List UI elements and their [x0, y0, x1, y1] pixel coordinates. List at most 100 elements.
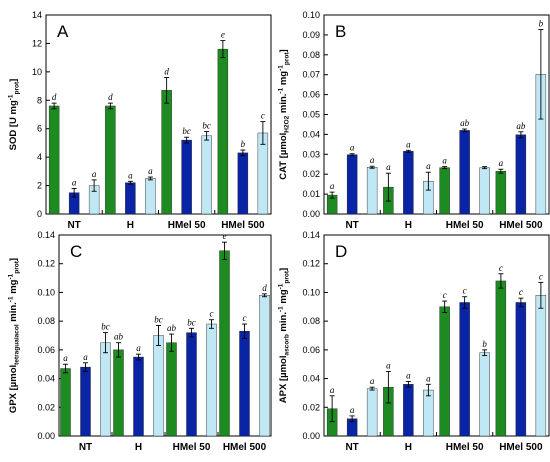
panel-b-bar-s1-hmel-500	[495, 171, 507, 215]
panel-b-sig-letter: a	[442, 156, 447, 166]
panel-b-y-axis-label-part: CAT [µmol	[278, 133, 289, 180]
panel-b-bar-s3-hmel-50	[479, 167, 490, 215]
panel-c-sig-letter: ab	[167, 323, 177, 333]
panel-d-y-axis-label-part: mg	[278, 289, 289, 306]
panel-c-bar-s1-h	[113, 349, 124, 437]
panel-d-sig-letter: a	[406, 370, 411, 380]
panel-d-y-axis-label-part: ]	[278, 268, 289, 271]
panel-d-sig-letter: c	[443, 290, 447, 300]
panel-b-y-axis-label-part: -1	[278, 65, 285, 71]
panel-a-ytick-label: 2	[37, 181, 42, 191]
panel-a-ytick-label: 4	[37, 152, 42, 162]
panel-d-sig-letter: b	[482, 339, 487, 349]
panel-a-bar-s1-hmel-50	[161, 90, 172, 215]
panel-c-bar-s3-nt	[100, 342, 111, 437]
panel-b-letter: B	[335, 22, 346, 41]
panel-c-y-axis-label-part: mg	[8, 279, 19, 296]
panel-d-bar-s2-hmel-500	[515, 302, 527, 437]
panel-a-bar-s1-hmel-500	[217, 48, 229, 215]
panel-c-bar-s3-hmel-50	[206, 323, 217, 437]
panel-a-letter: A	[57, 22, 69, 41]
panel-b-bar-s2-nt	[346, 154, 358, 215]
panel-d-sig-letter: a	[386, 360, 391, 370]
panel-b-ytick-label: 0.01	[302, 189, 320, 199]
panel-c-bar-s1-hmel-50	[166, 342, 177, 437]
panel-d-y-axis-label-part: ascorb	[284, 334, 291, 355]
panel-d-bar-s3-h	[423, 389, 434, 437]
panel-b-ytick-label: 0.03	[302, 149, 320, 159]
panel-d-y-axis-label-part: prot	[284, 270, 291, 283]
panel-b-ytick-label: 0.07	[302, 70, 320, 80]
panel-d-y-axis-label-part: -1	[278, 283, 285, 289]
panel-c-y-axis-label-part: -1	[8, 273, 15, 279]
panel-d-sig-letter: c	[519, 287, 523, 297]
panel-c-category-nt: NT	[79, 442, 92, 453]
panel-a-y-axis-label-part: ]	[8, 79, 19, 82]
panel-a-ytick-label: 0	[37, 209, 42, 219]
panel-a-category-hmel-50: HMel 50	[168, 220, 206, 231]
panel-c-sig-letter: bc	[101, 322, 110, 332]
panel-d-ytick-label: 0.06	[302, 345, 320, 355]
panel-d-sig-letter: c	[539, 271, 543, 281]
panel-b-category-nt: NT	[345, 220, 358, 231]
panel-a-category-hmel-500: HMel 500	[221, 220, 265, 231]
panel-a-sig-letter: a	[72, 177, 77, 187]
panel-d-bar-s1-hmel-50	[439, 306, 450, 437]
panel-b-category-h: H	[405, 220, 412, 231]
panel-d-ytick-label: 0.08	[302, 316, 320, 326]
panel-c-sig-letter: d	[262, 283, 267, 293]
panel-b-ytick-label: 0.10	[302, 10, 320, 20]
panel-d-bar-s1-hmel-500	[495, 280, 507, 437]
panel-c-sig-letter: bc	[154, 314, 163, 324]
panel-b-sig-letter: a	[426, 161, 431, 171]
panel-d-bar-s3-hmel-500	[535, 295, 547, 437]
panel-b-ytick-label: 0.09	[302, 30, 320, 40]
panel-c-sig-letter: a	[63, 353, 68, 363]
panel-b-sig-letter: a	[370, 155, 375, 165]
panel-a-sig-letter: c	[261, 111, 265, 121]
panel-b-ytick-label: 0.04	[302, 129, 320, 139]
panel-b-y-axis-label-part: -1	[278, 87, 285, 93]
panel-c-y-axis-label-part: tetraguaiacol	[14, 324, 21, 365]
panel-a-category-nt: NT	[67, 220, 80, 231]
panel-a-sig-letter: d	[164, 67, 169, 77]
panel-b-y-axis-label-part: prot	[284, 52, 291, 65]
panel-c-sig-letter: ab	[114, 332, 124, 342]
panel-d-ytick-label: 0.02	[302, 402, 320, 412]
panel-d-bar-s2-hmel-50	[459, 302, 470, 437]
panel-c-ytick-label: 0.00	[37, 431, 55, 441]
panel-c-sig-letter: e	[223, 231, 227, 241]
panel-c-bar-s2-hmel-50	[186, 332, 197, 437]
panel-c-ytick-label: 0.04	[37, 374, 55, 384]
panel-d-sig-letter: a	[426, 373, 431, 383]
panel-c-ytick-label: 0.02	[37, 402, 55, 412]
panel-a-ytick-label: 10	[32, 67, 42, 77]
panel-d: D 0.00 0.02 0.04 0.06 0.08 0.10 0.12 0.14 APX [µm…	[278, 230, 550, 453]
panel-a-sig-letter: a	[148, 166, 153, 176]
panel-d-sig-letter: c	[499, 263, 503, 273]
panel-c-category-hmel-500: HMel 500	[223, 442, 267, 453]
panel-c-bar-s2-hmel-500	[239, 330, 250, 437]
panel-a-sig-letter: d	[108, 92, 113, 102]
panel-b: B 0.00 0.01 0.02 0.03 0.04 0.05 0.06 0.07 0.08 0.0…	[278, 10, 550, 231]
panel-a-ytick-label: 8	[37, 95, 42, 105]
panel-b-ytick-label: 0.02	[302, 169, 320, 179]
panel-a-bar-s2-hmel-50	[181, 139, 192, 215]
panel-c-bar-s1-nt	[60, 368, 71, 437]
panel-a-bar-s2-hmel-500	[237, 152, 249, 215]
panel-c-y-axis-label-part: ]	[8, 258, 19, 261]
panel-b-sig-letter: ab	[460, 118, 470, 128]
panel-d-ytick-label: 0.04	[302, 374, 320, 384]
panel-c-plot-frame	[58, 234, 272, 437]
panel-a-plot-frame	[45, 14, 272, 215]
panel-c-ytick-label: 0.12	[37, 259, 55, 269]
panel-a-bar-s3-h	[145, 178, 156, 215]
panel-d-bar-s3-hmel-50	[479, 352, 490, 437]
panel-d-bar-s2-h	[403, 384, 414, 437]
panel-d-sig-letter: a	[370, 376, 375, 386]
panel-d-plot-frame	[323, 234, 550, 437]
panel-c-sig-letter: a	[136, 343, 141, 353]
panel-c-y-axis-label-part: -1	[8, 296, 15, 302]
panel-a-bar-s1-h	[105, 105, 116, 215]
panel-b-category-hmel-50: HMel 50	[446, 220, 484, 231]
